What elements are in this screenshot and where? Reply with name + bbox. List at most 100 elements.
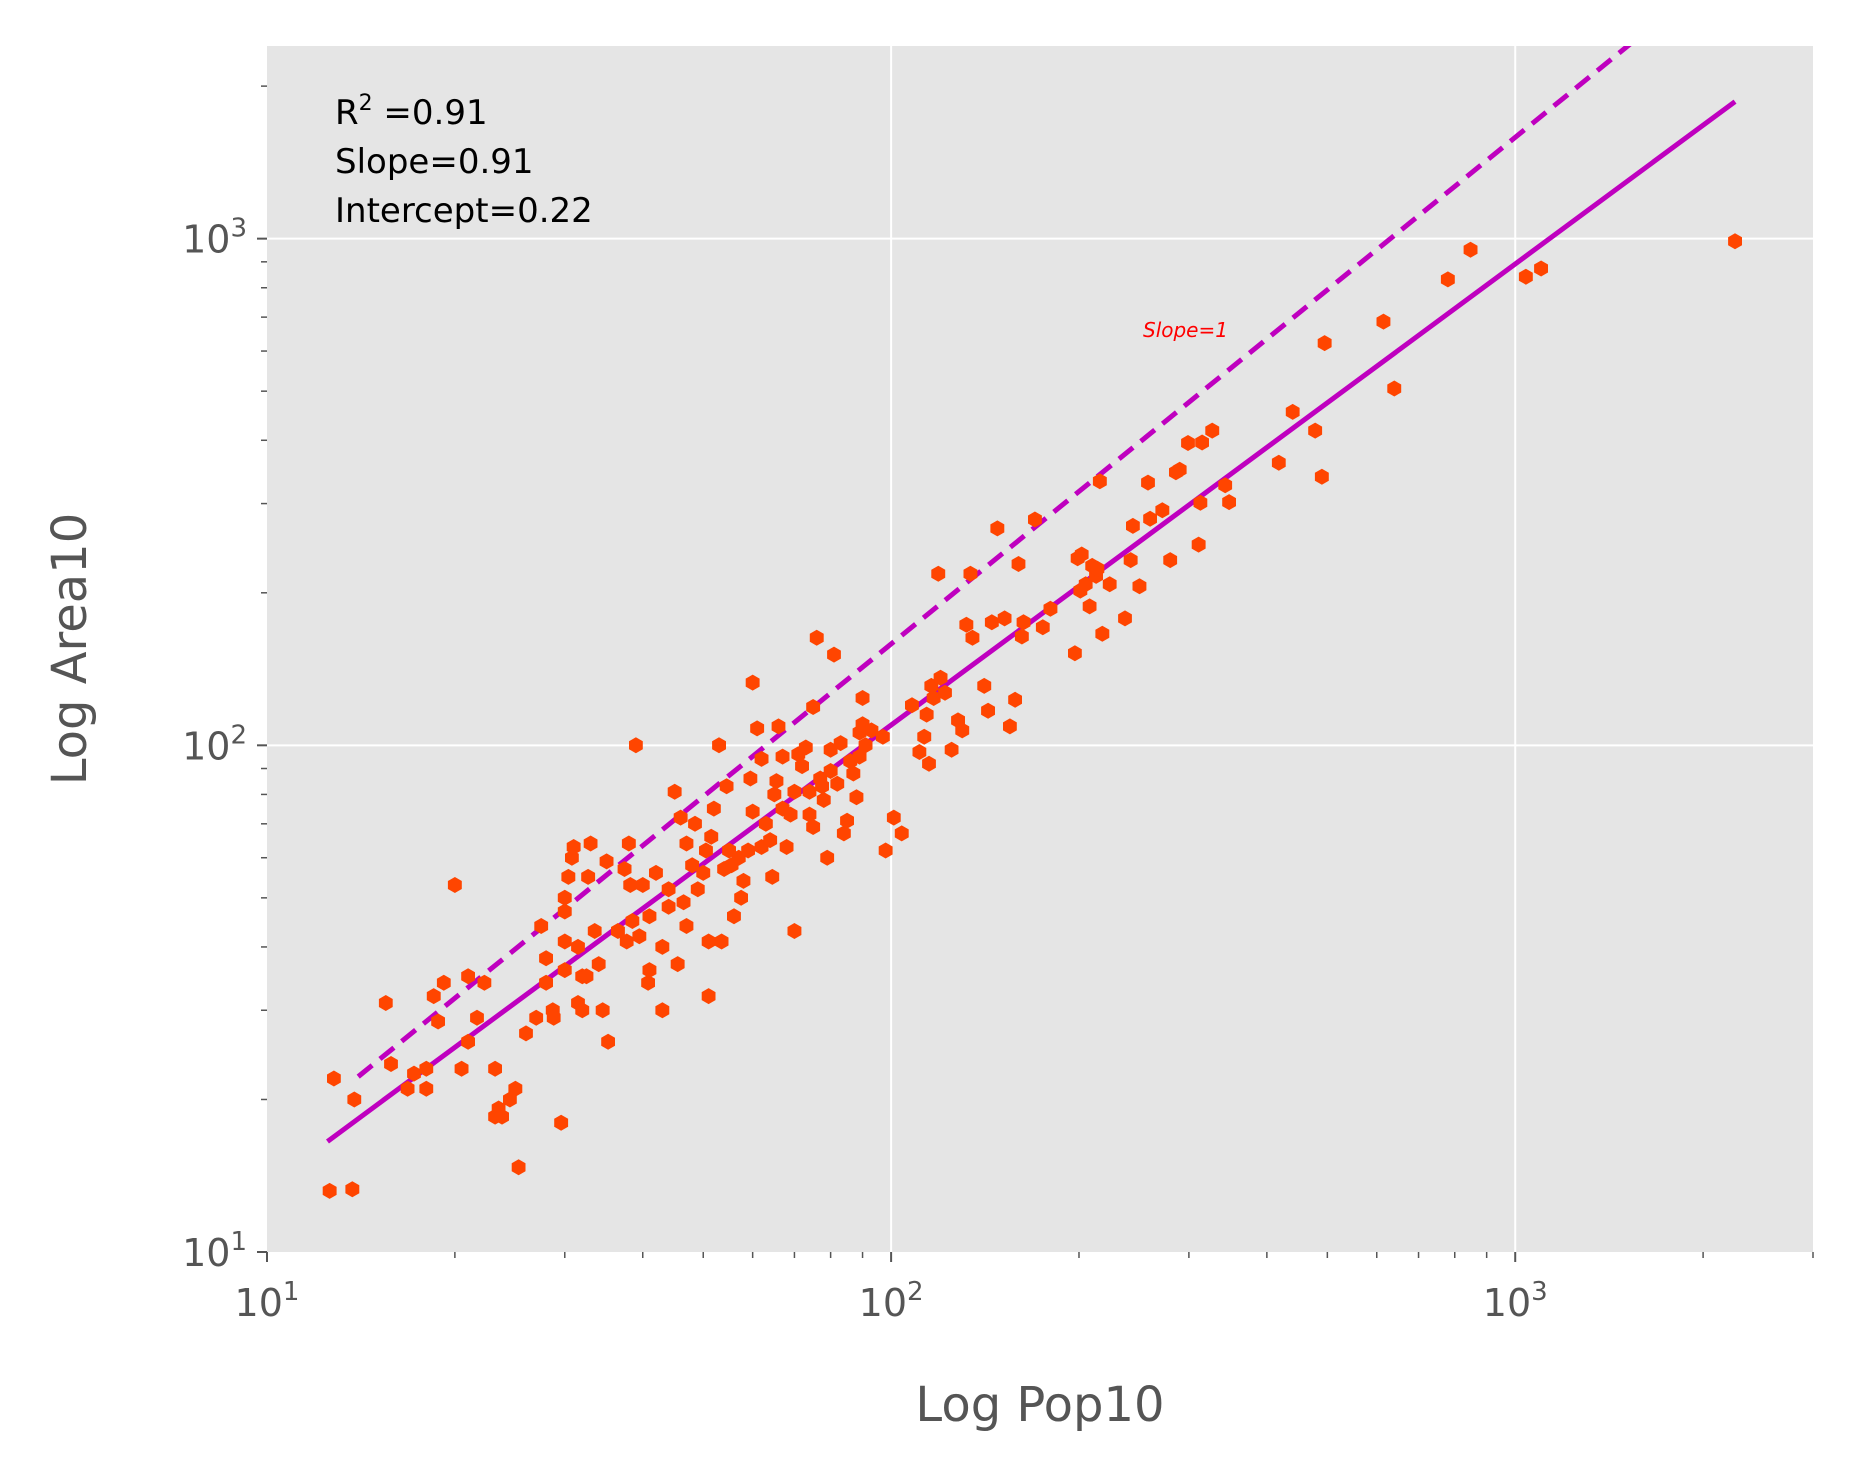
data-point: [855, 690, 870, 706]
data-point: [919, 706, 934, 723]
data-point: [719, 778, 734, 795]
data-point: [581, 868, 596, 885]
data-point: [617, 861, 632, 877]
data-point: [591, 956, 606, 973]
data-point: [833, 735, 848, 752]
data-point: [642, 908, 657, 925]
data-point: [1132, 578, 1147, 595]
data-point: [1035, 619, 1050, 636]
data-point: [806, 699, 821, 715]
data-point: [557, 962, 572, 979]
data-point: [701, 988, 716, 1005]
data-point: [875, 728, 890, 745]
data-point: [1285, 403, 1300, 420]
x-tick-label: 103: [1483, 1277, 1548, 1325]
data-point: [575, 1002, 590, 1019]
data-point: [407, 1065, 421, 1082]
data-point: [779, 839, 794, 855]
data-point: [1014, 628, 1029, 645]
data-point: [1102, 576, 1117, 593]
data-point: [769, 773, 784, 790]
axes: 101 102 103 101 102 103: [182, 85, 1814, 1325]
y-tick-label: 103: [182, 214, 247, 262]
data-point: [763, 832, 778, 849]
data-point: [571, 938, 585, 955]
data-point: [745, 674, 760, 691]
data-point: [802, 783, 817, 800]
data-point: [1043, 600, 1058, 617]
data-point: [322, 1182, 337, 1199]
data-point: [461, 968, 475, 985]
data-point: [667, 783, 682, 800]
data-point: [696, 864, 711, 881]
data-point: [1205, 422, 1220, 439]
grid-lines: [267, 46, 1813, 1252]
data-point: [655, 938, 670, 955]
data-point: [852, 748, 867, 765]
data-point: [426, 988, 441, 1005]
data-point: [619, 933, 634, 950]
data-point: [959, 616, 974, 633]
data-point: [431, 1013, 445, 1030]
data-point: [685, 857, 700, 874]
data-point: [771, 718, 786, 735]
data-point: [745, 803, 760, 820]
data-point: [454, 1060, 469, 1077]
stats-annotation: R2 =0.91 Slope=0.91 Intercept=0.22: [335, 91, 593, 231]
data-point: [1092, 473, 1107, 490]
data-point: [840, 812, 854, 829]
data-point: [1123, 552, 1138, 569]
slope-text: Slope=0.91: [335, 142, 534, 182]
data-point: [802, 806, 817, 823]
data-point: [727, 908, 741, 925]
reference-line-label: Slope=1: [1143, 318, 1228, 342]
data-point: [599, 853, 614, 870]
data-point: [1008, 691, 1022, 708]
data-point: [981, 702, 995, 719]
data-point: [561, 868, 576, 885]
data-point: [1181, 435, 1195, 451]
data-point: [1308, 422, 1323, 439]
data-point: [327, 1070, 341, 1087]
data-point: [886, 809, 901, 826]
data-point: [997, 610, 1012, 627]
data-point: [661, 881, 676, 898]
data-point: [488, 1060, 502, 1077]
plot-background: [267, 46, 1813, 1252]
data-point: [806, 819, 821, 835]
data-point: [345, 1181, 360, 1198]
data-point: [798, 739, 813, 756]
data-point: [529, 1009, 544, 1026]
data-point: [566, 839, 581, 855]
data-point: [714, 933, 729, 950]
data-point: [912, 744, 927, 760]
data-point: [477, 974, 492, 991]
data-point: [641, 974, 655, 991]
data-point: [741, 842, 755, 859]
data-point: [679, 918, 694, 934]
data-point: [926, 690, 941, 706]
x-tick-label: 102: [859, 1277, 924, 1325]
data-point: [539, 974, 553, 991]
data-point: [1078, 576, 1093, 593]
data-point: [846, 765, 861, 782]
data-point: [922, 755, 936, 772]
data-point: [629, 737, 643, 754]
data-point: [419, 1060, 434, 1077]
reference-line-slope-1: [356, 46, 1632, 1079]
data-point: [495, 1108, 509, 1125]
data-point: [734, 889, 748, 906]
data-point: [676, 894, 691, 911]
data-point: [635, 877, 650, 893]
data-point: [625, 913, 640, 929]
data-point: [758, 815, 773, 832]
data-point: [539, 950, 553, 967]
data-point: [583, 835, 598, 852]
data-point: [621, 835, 636, 852]
data-point: [347, 1091, 362, 1108]
data-point: [815, 778, 829, 795]
data-point: [579, 968, 594, 985]
data-point: [767, 786, 782, 803]
x-tick-label: 101: [235, 1277, 300, 1325]
data-point: [878, 842, 893, 859]
